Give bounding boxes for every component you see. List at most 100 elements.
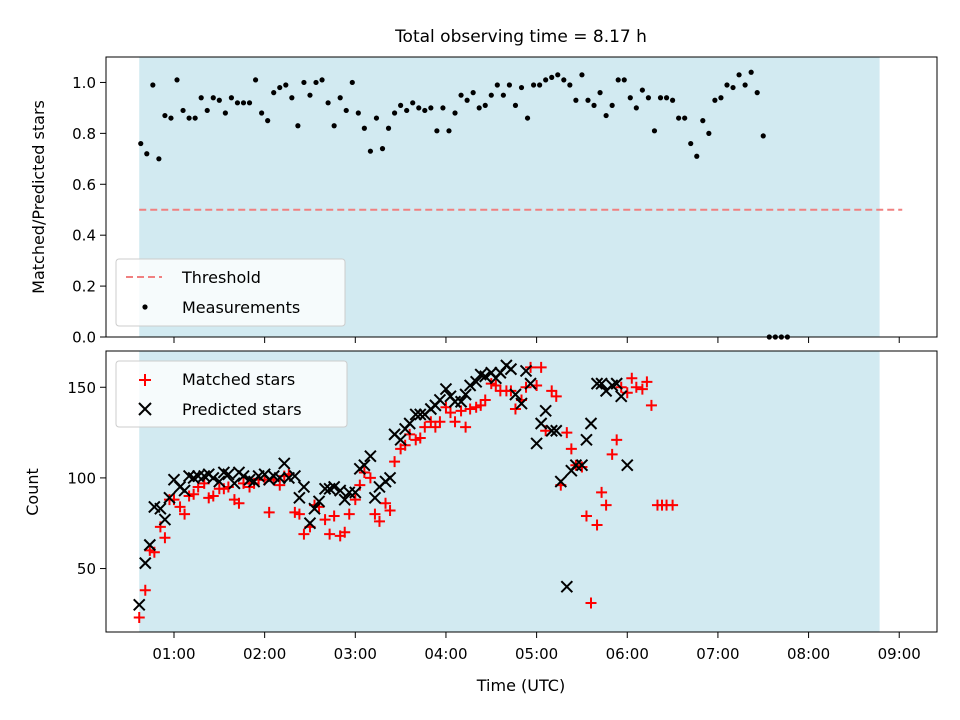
predicted-star-point bbox=[590, 377, 604, 390]
y-tick-label: 1.0 bbox=[72, 74, 96, 92]
matched-star-point bbox=[298, 528, 310, 540]
predicted-star-point bbox=[293, 491, 306, 505]
matched-star-point bbox=[509, 403, 521, 415]
predicted-star-point bbox=[312, 495, 326, 508]
predicted-star-point bbox=[560, 580, 574, 593]
predicted-star-point bbox=[297, 480, 311, 494]
y-tick-label: 0.6 bbox=[72, 176, 96, 194]
predicted-star-point bbox=[213, 475, 226, 488]
predicted-star-point bbox=[584, 417, 598, 430]
measurement-point bbox=[150, 82, 156, 88]
matched-star-point bbox=[479, 394, 491, 406]
measurement-point bbox=[482, 102, 488, 108]
measurement-point bbox=[398, 102, 404, 108]
measurement-point bbox=[246, 100, 253, 106]
measurement-point bbox=[391, 110, 398, 116]
measurement-point bbox=[682, 115, 688, 121]
measurement-point bbox=[295, 123, 301, 129]
matched-star-point bbox=[641, 376, 653, 388]
predicted-star-point bbox=[163, 491, 176, 505]
measurement-point bbox=[712, 97, 718, 103]
bottom-legend: Matched stars Predicted stars bbox=[115, 360, 348, 428]
measurement-point bbox=[210, 95, 216, 101]
measurement-point bbox=[373, 115, 380, 121]
predicted-star-point bbox=[273, 471, 286, 485]
measurement-point bbox=[488, 92, 494, 98]
measurement-point bbox=[476, 105, 482, 111]
measurement-point bbox=[663, 95, 670, 101]
predicted-star-point bbox=[409, 408, 422, 421]
y-tick-label: 0.4 bbox=[72, 227, 96, 245]
predicted-star-point bbox=[454, 395, 468, 408]
matched-star-point bbox=[343, 508, 355, 520]
x-tick-label: 02:00 bbox=[243, 645, 286, 663]
predicted-star-point bbox=[207, 471, 220, 485]
measurement-point bbox=[440, 105, 446, 111]
matched-star-point bbox=[324, 528, 336, 540]
measurement-point bbox=[609, 102, 615, 108]
measurement-point bbox=[192, 115, 198, 121]
measurement-point bbox=[724, 82, 730, 88]
measurement-point bbox=[319, 77, 325, 83]
matched-star-point bbox=[293, 508, 305, 520]
predicted-star-point bbox=[383, 471, 397, 485]
matched-star-point bbox=[606, 448, 618, 460]
predicted-star-point bbox=[403, 417, 416, 430]
measurement-point bbox=[186, 115, 192, 121]
matched-star-point bbox=[384, 505, 396, 517]
predicted-star-point bbox=[327, 480, 341, 494]
measurement-point bbox=[162, 112, 168, 119]
measurement-point bbox=[367, 148, 374, 154]
bottom-plot-frame bbox=[105, 350, 938, 633]
predicted-star-point bbox=[237, 469, 250, 483]
threshold-legend-label: Threshold bbox=[181, 268, 261, 287]
y-tick-label: 150 bbox=[67, 379, 96, 397]
matched-star-point bbox=[328, 510, 340, 522]
matched-star-point bbox=[449, 416, 461, 428]
predicted-star-point bbox=[364, 449, 377, 463]
measurement-point bbox=[549, 74, 555, 80]
measurement-point bbox=[325, 100, 331, 106]
predicted-star-point bbox=[143, 538, 157, 552]
measurement-point bbox=[410, 100, 416, 106]
matched-star-point bbox=[565, 443, 577, 455]
measurement-point bbox=[446, 128, 452, 134]
measurement-point bbox=[500, 92, 506, 98]
measurement-point bbox=[591, 102, 597, 108]
measurement-point bbox=[349, 79, 355, 86]
measurement-point bbox=[404, 107, 410, 114]
predicted-star-point bbox=[595, 377, 608, 390]
matched-star-point bbox=[364, 472, 376, 484]
measurement-point bbox=[573, 97, 579, 103]
matched-star-point bbox=[550, 390, 562, 402]
predicted-star-point bbox=[534, 417, 548, 430]
measurement-point bbox=[555, 72, 561, 78]
measurement-point bbox=[718, 95, 724, 101]
matched-star-point bbox=[596, 486, 608, 498]
matched-star-point bbox=[645, 399, 657, 411]
matched-star-point bbox=[580, 510, 592, 522]
measurement-point bbox=[760, 133, 766, 139]
bottom-y-axis: 50 100 150 bbox=[67, 379, 106, 578]
predicted-star-point bbox=[610, 377, 623, 390]
measurement-point bbox=[313, 79, 319, 86]
measurement-point bbox=[343, 107, 349, 114]
measurement-point bbox=[228, 95, 235, 101]
measurement-point bbox=[633, 105, 639, 111]
top-x-axis bbox=[173, 337, 900, 343]
measurement-point bbox=[603, 112, 609, 119]
measurement-point bbox=[252, 77, 259, 83]
bottom-y-axis-label: Count bbox=[23, 468, 42, 516]
predicted-star-point bbox=[554, 475, 567, 488]
matched-star-point bbox=[349, 494, 361, 506]
measurement-point bbox=[730, 84, 736, 91]
matched-star-point bbox=[159, 532, 171, 544]
matched-star-point bbox=[179, 508, 191, 520]
matched-star-point bbox=[455, 405, 467, 417]
predicted-star-point bbox=[178, 484, 191, 497]
predicted-star-point bbox=[338, 493, 351, 506]
measurement-point bbox=[754, 90, 760, 96]
measurement-point bbox=[379, 146, 386, 152]
predicted-star-point bbox=[228, 477, 241, 490]
measurement-point bbox=[168, 115, 174, 121]
